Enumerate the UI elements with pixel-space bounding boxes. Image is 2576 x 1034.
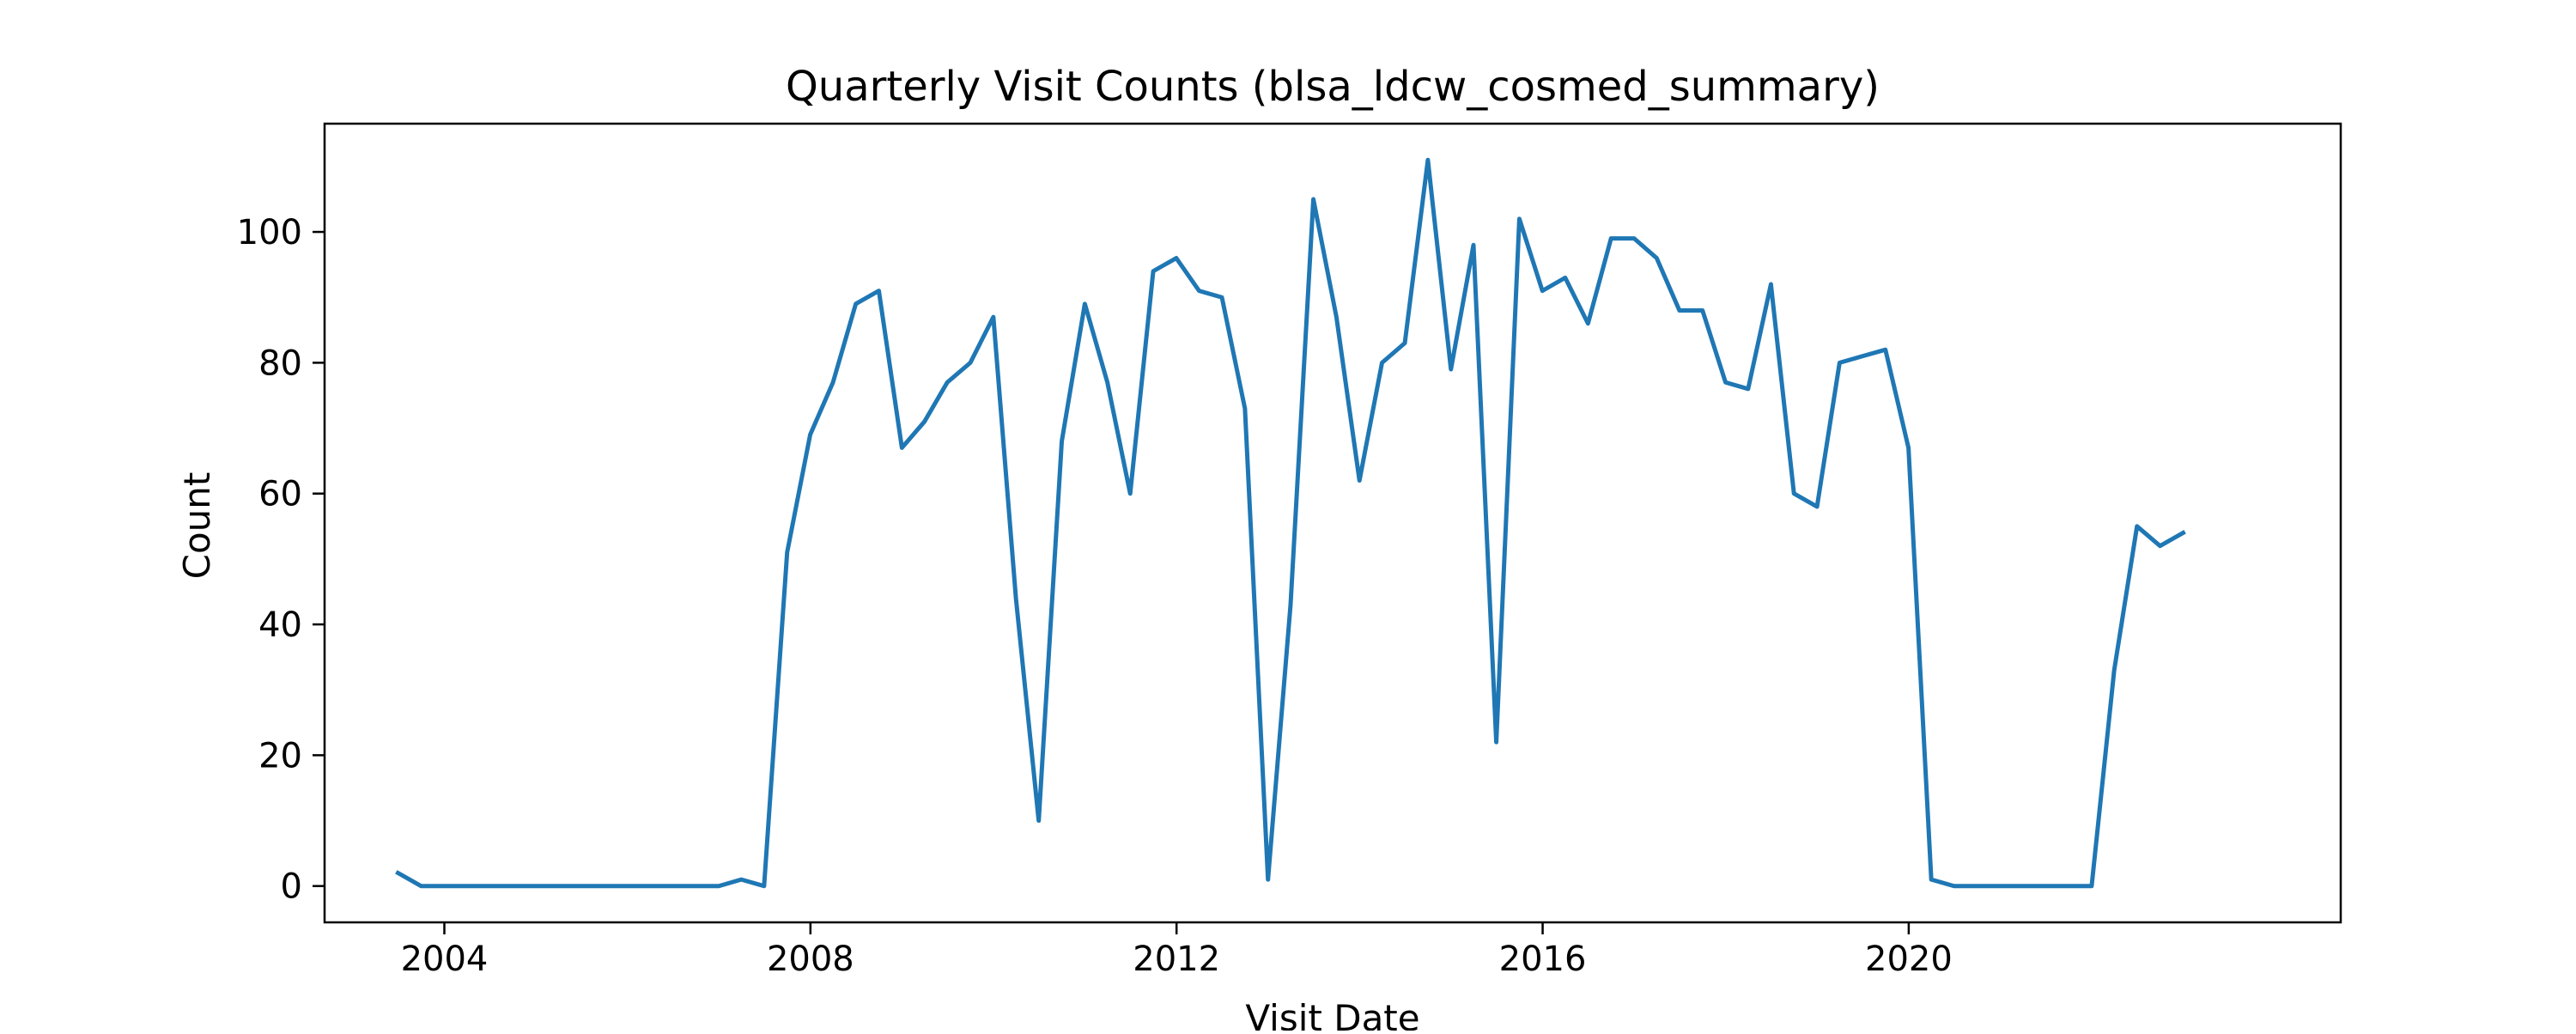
x-tick-label: 2016 <box>1499 940 1587 979</box>
y-axis: 0 20 40 60 80 100 <box>237 213 325 907</box>
plot-area <box>323 122 2342 924</box>
y-tick-label: 20 <box>258 736 302 776</box>
y-tick-label: 80 <box>258 344 302 383</box>
series-line-0 <box>395 157 2186 889</box>
y-axis-label: Count <box>176 472 218 580</box>
chart-title: Quarterly Visit Counts (blsa_ldcw_cosmed… <box>786 63 1880 111</box>
x-axis-label: Visit Date <box>1245 997 1419 1031</box>
x-tick-label: 2008 <box>767 940 854 979</box>
x-axis: 2004 2008 2012 2016 2020 <box>401 922 1953 979</box>
x-tick-label: 2004 <box>401 940 489 979</box>
x-tick-label: 2012 <box>1133 940 1220 979</box>
y-tick-label: 60 <box>258 475 302 514</box>
y-tick-label: 0 <box>281 867 302 907</box>
x-tick-label: 2020 <box>1865 940 1953 979</box>
plot-frame <box>323 122 2342 924</box>
y-tick-label: 40 <box>258 605 302 645</box>
y-tick-label: 100 <box>237 213 302 252</box>
